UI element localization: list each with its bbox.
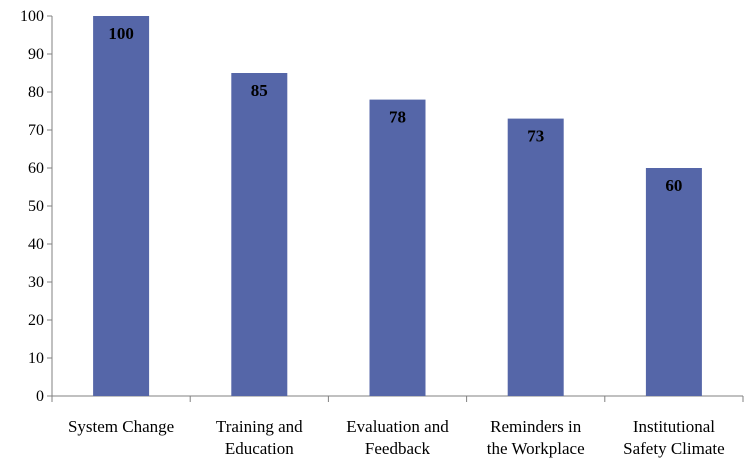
y-tick-label: 80	[28, 84, 44, 101]
bar	[645, 168, 702, 396]
category-label-line: the Workplace	[487, 439, 585, 458]
bar	[369, 99, 426, 396]
y-tick-label: 20	[28, 312, 44, 329]
data-label: 73	[527, 127, 544, 146]
category-label-line: Training and	[216, 417, 303, 436]
bar	[231, 73, 288, 396]
y-axis: 0 10 20 30 40 50 60 70 80 90 100	[20, 8, 53, 405]
bars	[93, 16, 702, 396]
bar	[93, 16, 150, 396]
category-label: Institutional Safety Climate	[623, 417, 725, 458]
bar	[507, 118, 564, 396]
category-label-line: Feedback	[365, 439, 431, 458]
y-tick-label: 30	[28, 274, 44, 291]
data-label: 100	[108, 24, 134, 43]
y-tick-label: 40	[28, 236, 44, 253]
category-label: Evaluation and Feedback	[346, 417, 449, 458]
category-label: System Change	[68, 417, 174, 436]
data-label: 85	[251, 81, 268, 100]
category-label-line: Institutional	[633, 417, 715, 436]
category-label-line: Evaluation and	[346, 417, 449, 436]
data-label: 60	[665, 176, 682, 195]
category-label-line: Reminders in	[490, 417, 582, 436]
x-axis	[51, 395, 744, 402]
data-labels: 100 85 78 73 60	[108, 24, 682, 195]
category-label: Training and Education	[216, 417, 303, 458]
category-label-line: Education	[225, 439, 294, 458]
y-tick-label: 0	[36, 388, 44, 405]
y-tick-label: 90	[28, 46, 44, 63]
y-tick-label: 100	[20, 8, 44, 25]
category-label: Reminders in the Workplace	[487, 417, 585, 458]
y-tick-label: 50	[28, 198, 44, 215]
y-tick-label: 10	[28, 350, 44, 367]
category-labels: System Change Training and Education Evalua…	[68, 417, 725, 458]
category-label-line: Safety Climate	[623, 439, 725, 458]
y-tick-label: 60	[28, 160, 44, 177]
category-label-line: System Change	[68, 417, 174, 436]
data-label: 78	[389, 108, 406, 127]
y-tick-label: 70	[28, 122, 44, 139]
